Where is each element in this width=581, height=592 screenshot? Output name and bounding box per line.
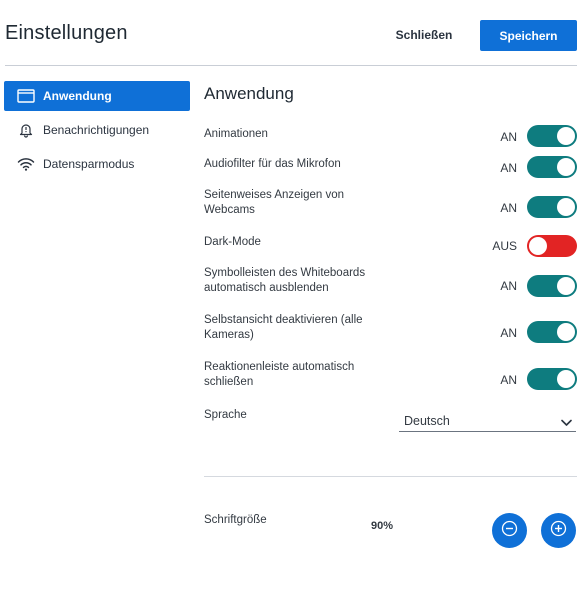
toggle-knob (557, 277, 575, 295)
wifi-icon (17, 156, 35, 172)
plus-circle-icon (550, 520, 567, 542)
reaktionen-toggle[interactable] (527, 368, 577, 390)
save-button[interactable]: Speichern (480, 20, 577, 51)
settings-header: Einstellungen Schließen Speichern (0, 0, 581, 67)
setting-row-whiteboard: Symbolleisten des Whiteboards automatisc… (204, 266, 577, 298)
toggle-knob (557, 323, 575, 341)
sidebar-item-label: Benachrichtigungen (43, 123, 150, 137)
setting-state: AN (500, 326, 517, 340)
decrease-font-button[interactable] (492, 513, 527, 548)
sidebar-item-datensparmodus[interactable]: Datensparmodus (4, 149, 190, 179)
setting-row-darkmode: Dark-Mode AUS (204, 235, 577, 259)
toggle-knob (529, 237, 547, 255)
darkmode-toggle[interactable] (527, 235, 577, 257)
sidebar-item-label: Anwendung (43, 89, 112, 103)
setting-state: AN (500, 373, 517, 387)
page-title: Einstellungen (5, 22, 128, 44)
section-title: Anwendung (204, 84, 294, 103)
setting-state: AUS (492, 239, 517, 253)
setting-label: Audiofilter für das Mikrofon (204, 158, 341, 170)
animations-toggle[interactable] (527, 125, 577, 147)
setting-row-selbstansicht: Selbstansicht deaktivieren (alle Kameras… (204, 313, 577, 345)
settings-sidebar: Anwendung Benachrichtigungen Datensparmo… (4, 81, 190, 183)
sidebar-item-label: Datensparmodus (43, 157, 135, 171)
language-label: Sprache (204, 409, 247, 421)
setting-state: AN (500, 279, 517, 293)
language-select[interactable]: Deutsch (399, 406, 576, 432)
minus-circle-icon (501, 520, 518, 542)
setting-label: Selbstansicht deaktivieren (alle Kameras… (204, 314, 363, 341)
setting-row-reaktionen: Reaktionenleiste automatisch schließen A… (204, 360, 577, 392)
audiofilter-toggle[interactable] (527, 156, 577, 178)
setting-row-animationen: Animationen AN (204, 125, 577, 149)
window-icon (17, 88, 35, 104)
setting-label: Symbolleisten des Whiteboards automatisc… (204, 267, 366, 294)
setting-row-audiofilter: Audiofilter für das Mikrofon AN (204, 156, 577, 180)
bell-icon (17, 122, 35, 138)
chevron-down-icon (561, 414, 572, 432)
toggle-knob (557, 158, 575, 176)
setting-state: AN (500, 130, 517, 144)
toggle-knob (557, 127, 575, 145)
setting-label: Animationen (204, 128, 268, 140)
sidebar-item-anwendung[interactable]: Anwendung (4, 81, 190, 111)
setting-state: AN (500, 161, 517, 175)
toggle-knob (557, 370, 575, 388)
whiteboard-toggle[interactable] (527, 275, 577, 297)
sidebar-item-benachrichtigungen[interactable]: Benachrichtigungen (4, 115, 190, 145)
setting-label: Reaktionenleiste automatisch schließen (204, 361, 355, 388)
webcams-toggle[interactable] (527, 196, 577, 218)
header-divider (5, 65, 577, 66)
language-value: Deutsch (404, 414, 450, 428)
close-button[interactable]: Schließen (384, 20, 464, 50)
font-size-value: 90% (371, 520, 394, 532)
increase-font-button[interactable] (541, 513, 576, 548)
setting-label: Dark-Mode (204, 236, 261, 248)
selbstansicht-toggle[interactable] (527, 321, 577, 343)
setting-row-webcams: Seitenweises Anzeigen von Webcams AN (204, 188, 577, 220)
setting-state: AN (500, 201, 517, 215)
font-size-label: Schriftgröße (204, 514, 267, 526)
toggle-knob (557, 198, 575, 216)
section-divider (204, 476, 577, 477)
setting-label: Seitenweises Anzeigen von Webcams (204, 189, 345, 216)
